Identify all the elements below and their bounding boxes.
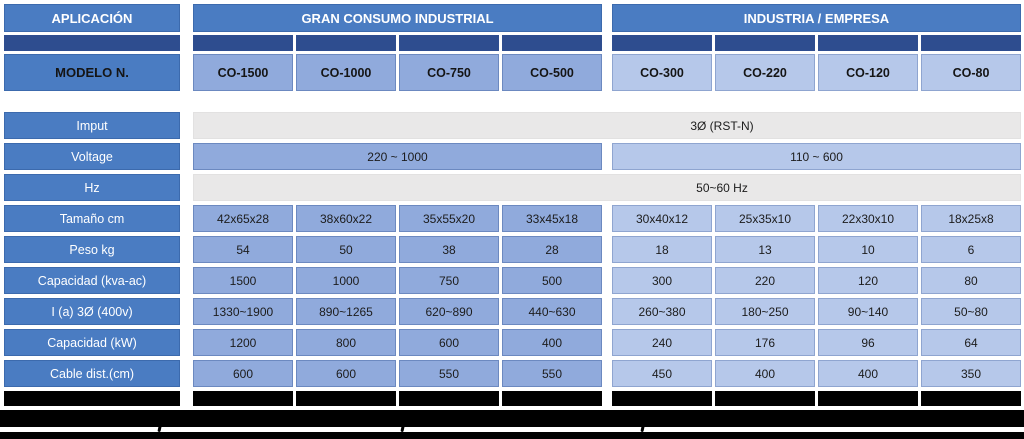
data-cell: 10 xyxy=(818,236,918,263)
hz-value-cell: 50~60 Hz xyxy=(193,174,1021,201)
group-header-left: GRAN CONSUMO INDUSTRIAL xyxy=(193,4,602,32)
footer-black-cell xyxy=(193,391,293,406)
model-name-cell: CO-80 xyxy=(921,54,1021,91)
separator-cell xyxy=(818,35,918,51)
data-cell: 550 xyxy=(399,360,499,387)
data-cell: 350 xyxy=(921,360,1021,387)
data-cell: 500 xyxy=(502,267,602,294)
data-cell: 80 xyxy=(921,267,1021,294)
data-cell: 220 xyxy=(715,267,815,294)
model-name-cell: CO-120 xyxy=(818,54,918,91)
data-cell: 90~140 xyxy=(818,298,918,325)
data-cell: 176 xyxy=(715,329,815,356)
model-name-cell: CO-500 xyxy=(502,54,602,91)
data-cell: 13 xyxy=(715,236,815,263)
data-cell: 400 xyxy=(715,360,815,387)
data-cell: 35x55x20 xyxy=(399,205,499,232)
data-cell: 620~890 xyxy=(399,298,499,325)
imput-value-cell: 3Ø (RST-N) xyxy=(193,112,1021,139)
data-cell: 6 xyxy=(921,236,1021,263)
footer-black-cell xyxy=(818,391,918,406)
model-name-cell: CO-1500 xyxy=(193,54,293,91)
row-label-corriente: I (a) 3Ø (400v) xyxy=(4,298,180,325)
data-cell: 300 xyxy=(612,267,712,294)
separator-cell xyxy=(921,35,1021,51)
data-cell: 600 xyxy=(193,360,293,387)
data-cell: 440~630 xyxy=(502,298,602,325)
row-label-hz: Hz xyxy=(4,174,180,201)
data-cell: 600 xyxy=(399,329,499,356)
data-cell: 1500 xyxy=(193,267,293,294)
data-cell: 25x35x10 xyxy=(715,205,815,232)
data-cell: 550 xyxy=(502,360,602,387)
separator-cell xyxy=(399,35,499,51)
model-row-label: MODELO N. xyxy=(4,54,180,91)
data-cell: 180~250 xyxy=(715,298,815,325)
voltage-left-cell: 220 ~ 1000 xyxy=(193,143,602,170)
data-cell: 260~380 xyxy=(612,298,712,325)
data-cell: 18 xyxy=(612,236,712,263)
row-label-voltage: Voltage xyxy=(4,143,180,170)
data-cell: 400 xyxy=(502,329,602,356)
bottom-black-bar xyxy=(0,432,1024,439)
data-cell: 240 xyxy=(612,329,712,356)
model-name-cell: CO-220 xyxy=(715,54,815,91)
data-cell: 50~80 xyxy=(921,298,1021,325)
data-cell: 600 xyxy=(296,360,396,387)
data-cell: 120 xyxy=(818,267,918,294)
data-cell: 30x40x12 xyxy=(612,205,712,232)
model-name-cell: CO-1000 xyxy=(296,54,396,91)
separator-cell xyxy=(612,35,712,51)
footer-black-cell xyxy=(612,391,712,406)
data-cell: 38x60x22 xyxy=(296,205,396,232)
footer-black-cell xyxy=(4,391,180,406)
data-cell: 1000 xyxy=(296,267,396,294)
row-label-tamano: Tamaño cm xyxy=(4,205,180,232)
data-cell: 54 xyxy=(193,236,293,263)
data-cell: 33x45x18 xyxy=(502,205,602,232)
data-cell: 64 xyxy=(921,329,1021,356)
row-label-capacidad-kw: Capacidad (kW) xyxy=(4,329,180,356)
row-label-cable: Cable dist.(cm) xyxy=(4,360,180,387)
data-cell: 38 xyxy=(399,236,499,263)
voltage-right-cell: 110 ~ 600 xyxy=(612,143,1021,170)
separator-cell xyxy=(193,35,293,51)
data-cell: 1330~1900 xyxy=(193,298,293,325)
footer-black-cell xyxy=(502,391,602,406)
data-cell: 22x30x10 xyxy=(818,205,918,232)
footer-black-cell xyxy=(715,391,815,406)
data-cell: 400 xyxy=(818,360,918,387)
data-cell: 1200 xyxy=(193,329,293,356)
model-name-cell: CO-750 xyxy=(399,54,499,91)
data-cell: 96 xyxy=(818,329,918,356)
data-cell: 28 xyxy=(502,236,602,263)
application-header-cell: APLICACIÓN xyxy=(4,4,180,32)
footer-black-cell xyxy=(921,391,1021,406)
data-cell: 50 xyxy=(296,236,396,263)
separator-cell xyxy=(715,35,815,51)
footer-black-cell xyxy=(296,391,396,406)
data-cell: 450 xyxy=(612,360,712,387)
row-label-imput: Imput xyxy=(4,112,180,139)
model-name-cell: CO-300 xyxy=(612,54,712,91)
separator-cell xyxy=(4,35,180,51)
data-cell: 18x25x8 xyxy=(921,205,1021,232)
data-cell: 800 xyxy=(296,329,396,356)
data-cell: 890~1265 xyxy=(296,298,396,325)
row-label-peso: Peso kg xyxy=(4,236,180,263)
separator-cell xyxy=(296,35,396,51)
data-cell: 750 xyxy=(399,267,499,294)
group-header-right: INDUSTRIA / EMPRESA xyxy=(612,4,1021,32)
separator-cell xyxy=(502,35,602,51)
footer-black-bar xyxy=(0,410,1024,427)
data-cell: 42x65x28 xyxy=(193,205,293,232)
row-label-capacidad-kva: Capacidad (kva-ac) xyxy=(4,267,180,294)
footer-black-cell xyxy=(399,391,499,406)
